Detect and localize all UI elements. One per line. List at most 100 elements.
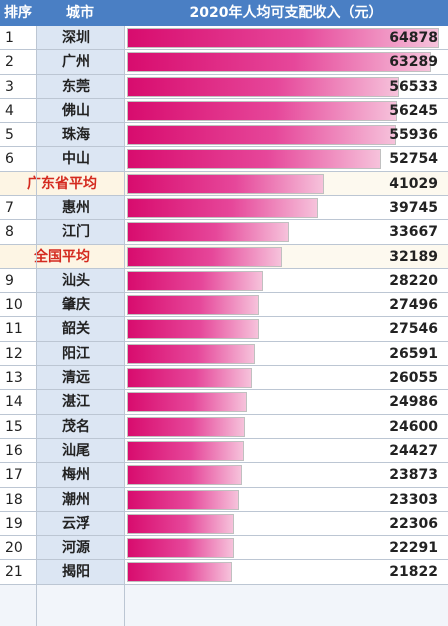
income-bar bbox=[127, 440, 245, 461]
rank-cell: 17 bbox=[0, 463, 36, 488]
city-cell: 肇庆 bbox=[36, 293, 124, 318]
income-bar bbox=[127, 368, 253, 389]
income-cell: 39745 bbox=[124, 196, 448, 221]
income-cell: 55936 bbox=[124, 123, 448, 148]
city-cell: 韶关 bbox=[36, 317, 124, 342]
city-cell: 全国平均 bbox=[0, 244, 124, 269]
row-divider bbox=[0, 170, 448, 172]
table-row: 9 汕头 28220 bbox=[0, 268, 448, 293]
income-value: 41029 bbox=[389, 175, 438, 192]
row-divider bbox=[0, 49, 448, 51]
row-divider bbox=[0, 316, 448, 318]
income-value: 23873 bbox=[389, 467, 438, 484]
rank-cell: 20 bbox=[0, 536, 36, 561]
table-row: 2 广州 63289 bbox=[0, 50, 448, 75]
rank-cell: 5 bbox=[0, 123, 36, 148]
income-value: 56533 bbox=[389, 78, 438, 95]
row-divider bbox=[0, 73, 448, 75]
income-value: 27496 bbox=[389, 297, 438, 314]
income-bar bbox=[127, 125, 396, 146]
income-value: 23303 bbox=[389, 491, 438, 508]
income-cell: 33667 bbox=[124, 220, 448, 245]
row-divider bbox=[0, 97, 448, 99]
income-cell: 23303 bbox=[124, 487, 448, 512]
income-bar bbox=[127, 465, 242, 486]
income-bar bbox=[127, 562, 232, 583]
city-cell: 中山 bbox=[36, 147, 124, 172]
table-row: 13 清远 26055 bbox=[0, 366, 448, 391]
city-cell: 汕头 bbox=[36, 268, 124, 293]
row-divider bbox=[0, 146, 448, 148]
income-value: 28220 bbox=[389, 272, 438, 289]
income-cell: 24600 bbox=[124, 414, 448, 439]
table-row: 21 揭阳 21822 bbox=[0, 560, 448, 585]
income-cell: 28220 bbox=[124, 268, 448, 293]
table-row: 8 江门 33667 bbox=[0, 220, 448, 245]
table-row: 19 云浮 22306 bbox=[0, 511, 448, 536]
rank-cell: 10 bbox=[0, 293, 36, 318]
row-divider bbox=[0, 583, 448, 585]
income-cell: 24427 bbox=[124, 438, 448, 463]
income-value: 22291 bbox=[389, 540, 438, 557]
rank-cell: 21 bbox=[0, 560, 36, 585]
rank-cell: 16 bbox=[0, 438, 36, 463]
income-cell: 22291 bbox=[124, 536, 448, 561]
income-value: 39745 bbox=[389, 200, 438, 217]
income-value: 33667 bbox=[389, 224, 438, 241]
income-value: 32189 bbox=[389, 248, 438, 265]
income-cell: 24986 bbox=[124, 390, 448, 415]
income-value: 55936 bbox=[389, 127, 438, 144]
table-row: 12 阳江 26591 bbox=[0, 341, 448, 366]
table-row: 15 茂名 24600 bbox=[0, 414, 448, 439]
average-row: 全国平均 32189 bbox=[0, 244, 448, 269]
city-cell: 江门 bbox=[36, 220, 124, 245]
table-row: 6 中山 52754 bbox=[0, 147, 448, 172]
rank-cell: 2 bbox=[0, 50, 36, 75]
city-cell: 深圳 bbox=[36, 26, 124, 50]
income-cell: 27496 bbox=[124, 293, 448, 318]
city-cell: 潮州 bbox=[36, 487, 124, 512]
average-row: 广东省平均 41029 bbox=[0, 171, 448, 196]
table-row: 18 潮州 23303 bbox=[0, 487, 448, 512]
income-cell: 64878 bbox=[124, 26, 448, 50]
income-value: 24600 bbox=[389, 418, 438, 435]
income-value: 27546 bbox=[389, 321, 438, 338]
rank-cell: 6 bbox=[0, 147, 36, 172]
row-divider bbox=[0, 437, 448, 439]
income-value: 56245 bbox=[389, 102, 438, 119]
income-bar bbox=[127, 538, 235, 559]
income-cell: 22306 bbox=[124, 511, 448, 536]
income-bar bbox=[127, 270, 263, 291]
row-divider bbox=[0, 535, 448, 537]
city-cell: 云浮 bbox=[36, 511, 124, 536]
income-bar bbox=[127, 295, 260, 316]
row-divider bbox=[0, 243, 448, 245]
city-cell: 东莞 bbox=[36, 74, 124, 99]
income-cell: 27546 bbox=[124, 317, 448, 342]
rank-cell: 11 bbox=[0, 317, 36, 342]
row-divider bbox=[0, 122, 448, 124]
rank-cell: 4 bbox=[0, 98, 36, 123]
row-divider bbox=[0, 389, 448, 391]
income-value: 24986 bbox=[389, 394, 438, 411]
income-value: 52754 bbox=[389, 151, 438, 168]
row-divider bbox=[0, 365, 448, 367]
city-cell: 惠州 bbox=[36, 196, 124, 221]
income-bar bbox=[127, 489, 240, 510]
income-value: 63289 bbox=[389, 54, 438, 71]
city-cell: 揭阳 bbox=[36, 560, 124, 585]
rank-cell: 12 bbox=[0, 341, 36, 366]
rank-cell: 1 bbox=[0, 26, 36, 50]
city-cell: 汕尾 bbox=[36, 438, 124, 463]
header-city: 城市 bbox=[66, 5, 94, 21]
income-cell: 32189 bbox=[124, 244, 448, 269]
income-bar bbox=[127, 52, 432, 73]
row-divider bbox=[0, 486, 448, 488]
city-cell: 湛江 bbox=[36, 390, 124, 415]
income-cell: 63289 bbox=[124, 50, 448, 75]
income-bar bbox=[127, 319, 260, 340]
table-row: 11 韶关 27546 bbox=[0, 317, 448, 342]
income-value: 22306 bbox=[389, 515, 438, 532]
rank-cell: 15 bbox=[0, 414, 36, 439]
